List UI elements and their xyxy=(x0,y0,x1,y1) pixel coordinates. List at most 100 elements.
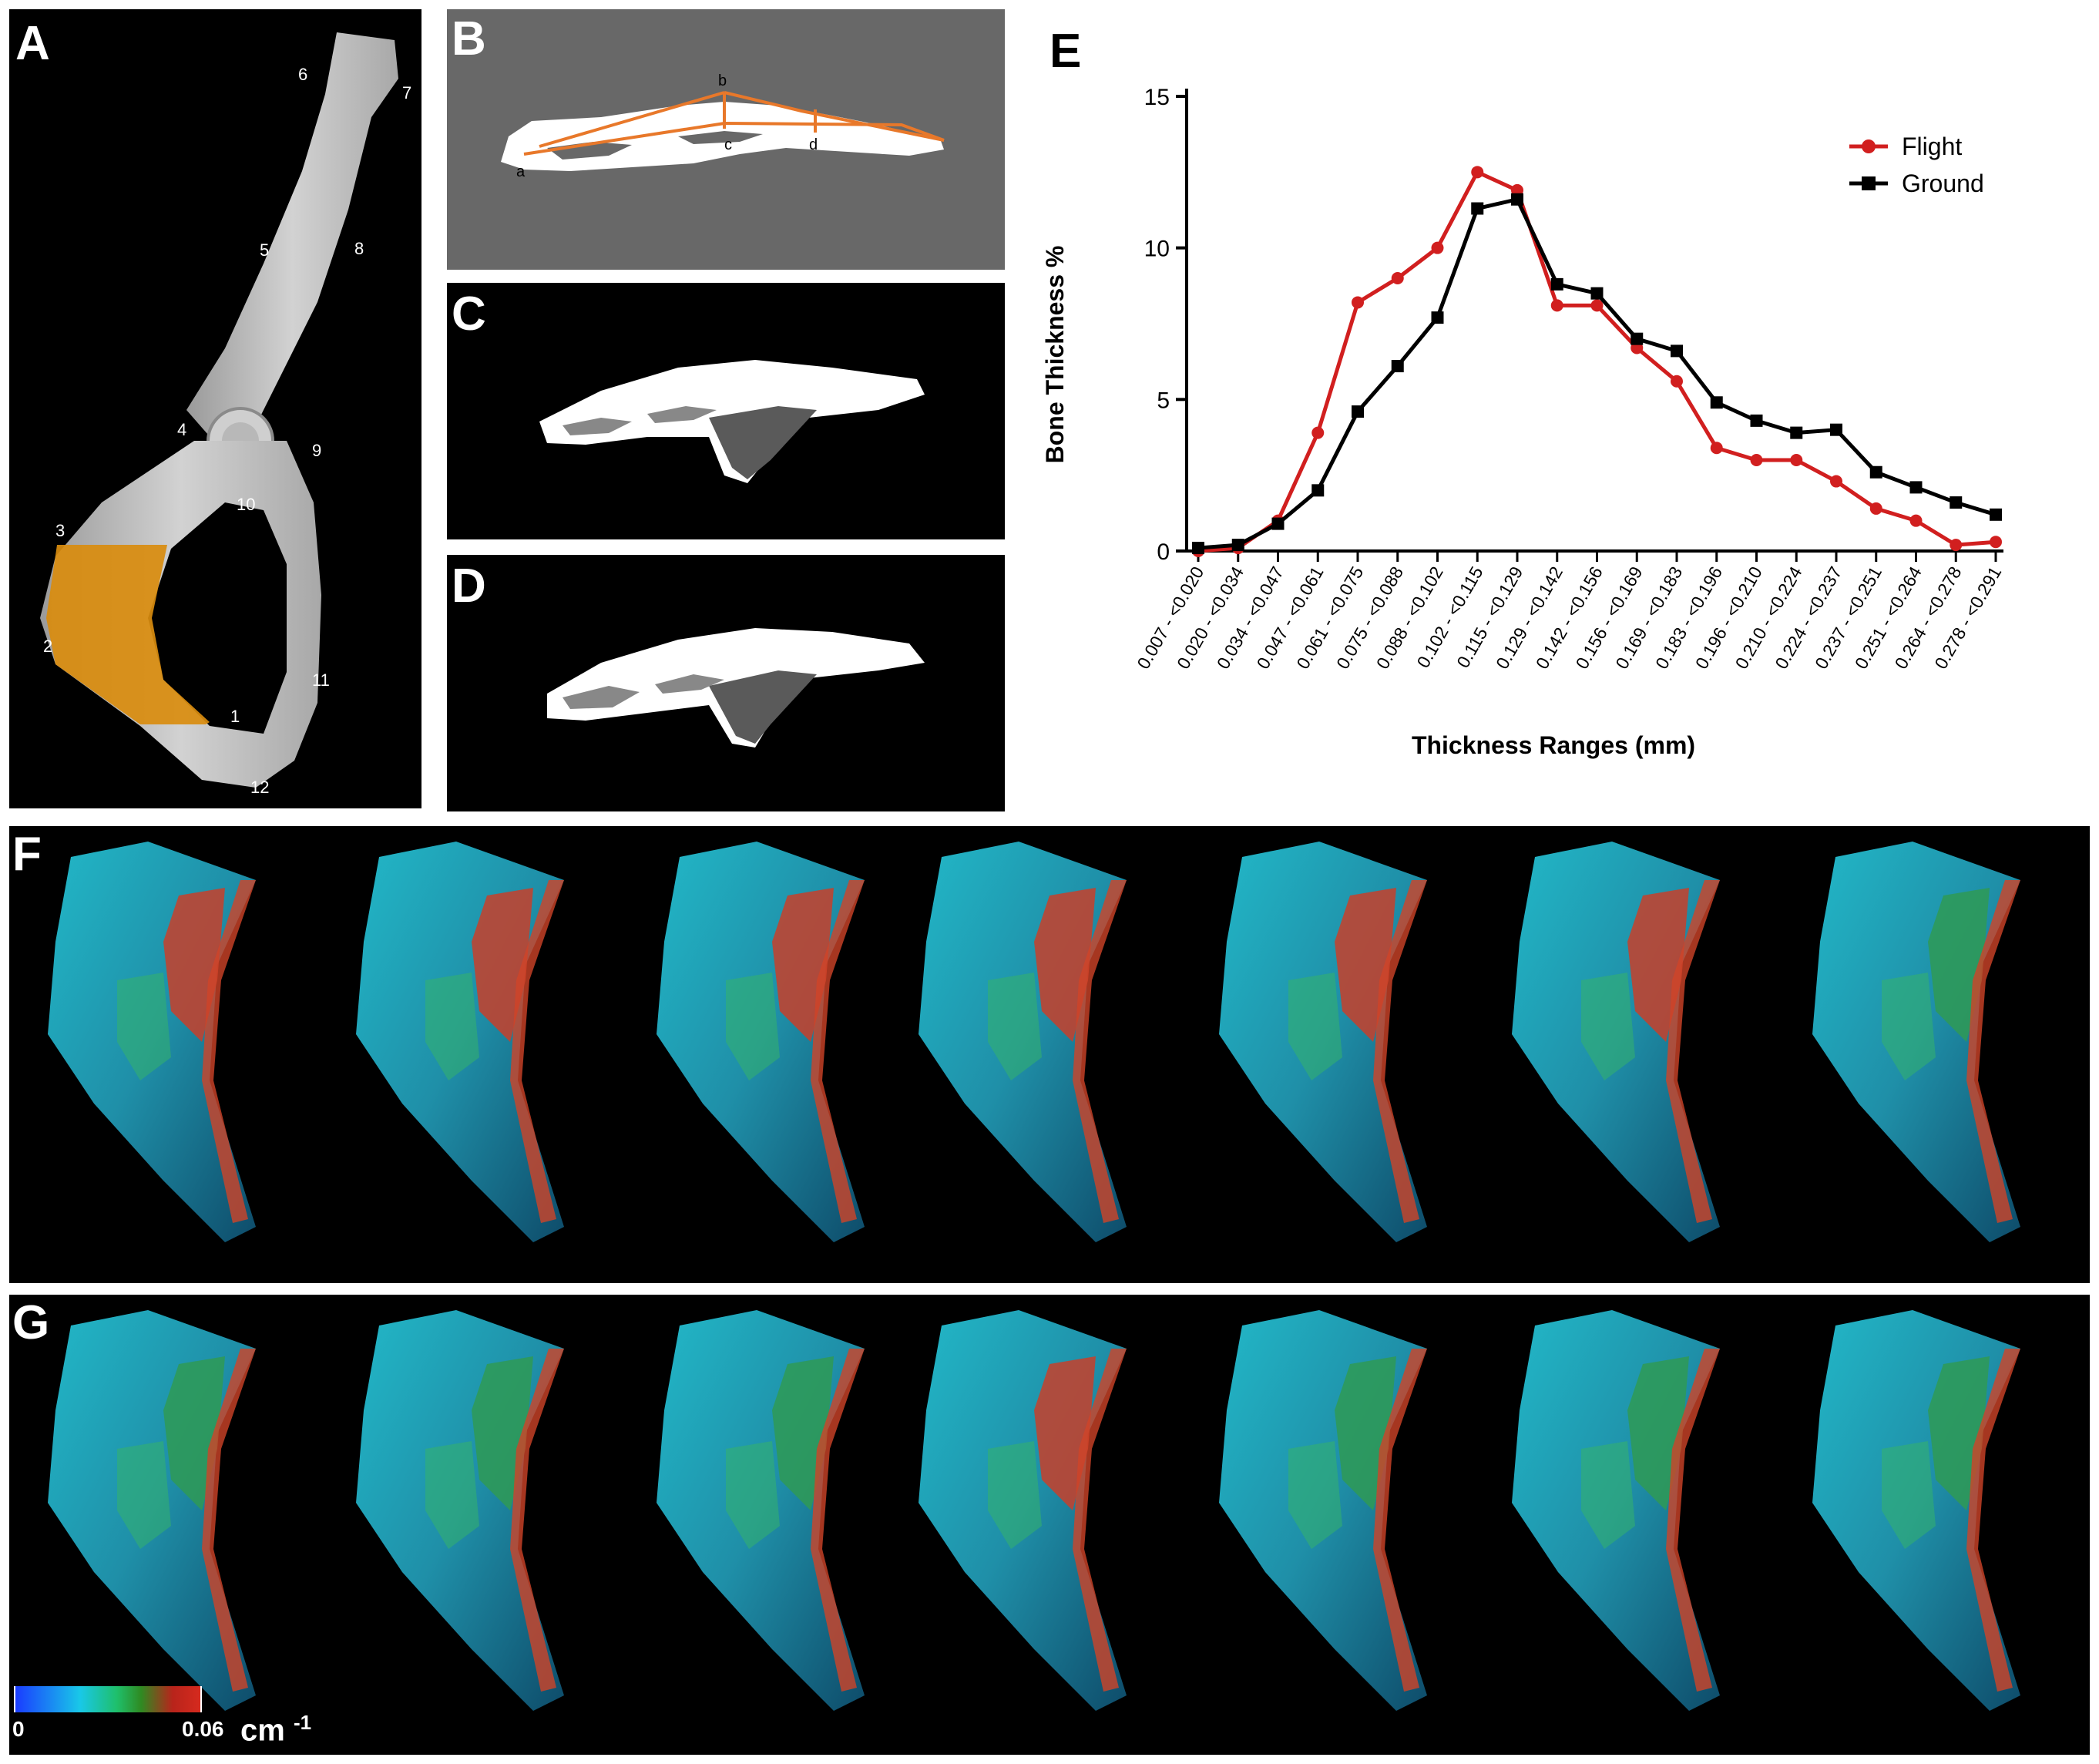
data-point-flight xyxy=(1830,475,1842,488)
data-point-flight xyxy=(1990,536,2002,549)
thickness-map-1 xyxy=(48,842,256,1242)
data-point-ground xyxy=(1631,332,1644,345)
data-point-ground xyxy=(1710,396,1723,409)
data-point-flight xyxy=(1750,454,1763,466)
y-tick-label: 0 xyxy=(1157,539,1170,565)
data-point-ground xyxy=(1830,423,1842,436)
data-point-ground xyxy=(1271,517,1285,530)
data-point-ground xyxy=(1471,202,1484,215)
panel-d: D xyxy=(447,555,1005,811)
data-point-ground xyxy=(1671,344,1683,358)
landmark-8: 8 xyxy=(354,239,364,258)
thickness-map-row-ground xyxy=(48,1310,2020,1711)
data-point-flight xyxy=(1352,296,1364,309)
data-point-flight xyxy=(1431,241,1444,254)
pelvis-render xyxy=(40,32,398,788)
landmark-7: 7 xyxy=(402,83,412,102)
data-point-ground xyxy=(1352,405,1364,418)
landmark-12: 12 xyxy=(250,778,270,797)
colorbar-unit-text: cm xyxy=(240,1713,285,1748)
section-render-c xyxy=(539,360,925,483)
y-tick-label: 5 xyxy=(1157,388,1170,413)
data-point-ground xyxy=(1750,414,1763,427)
data-point-ground xyxy=(1869,465,1882,479)
thickness-map-2 xyxy=(356,842,564,1242)
data-point-flight xyxy=(1790,454,1803,466)
point-d: d xyxy=(809,136,818,153)
legend-label-flight: Flight xyxy=(1902,133,1962,160)
data-point-flight xyxy=(1710,442,1723,455)
colorbar-max: 0.06 xyxy=(182,1717,224,1741)
data-point-ground xyxy=(1192,542,1204,555)
colorbar-min: 0 xyxy=(12,1717,25,1741)
legend-label-ground: Ground xyxy=(1902,170,1984,197)
thickness-map-7 xyxy=(1812,1310,2020,1711)
thickness-map-4 xyxy=(919,1310,1127,1711)
panel-c-label: C xyxy=(452,287,486,341)
y-tick-label: 10 xyxy=(1144,237,1170,262)
thickness-map-1 xyxy=(48,1310,256,1711)
section-render-d xyxy=(547,628,925,748)
thickness-map-5 xyxy=(1219,1310,1427,1711)
data-point-flight xyxy=(1391,272,1404,284)
data-point-ground xyxy=(1391,360,1404,373)
landmark-6: 6 xyxy=(298,65,308,84)
landmark-2: 2 xyxy=(43,637,53,656)
thickness-map-2 xyxy=(356,1310,564,1711)
thickness-map-4 xyxy=(919,842,1127,1242)
data-point-ground xyxy=(1990,508,2002,521)
cross-section-render xyxy=(501,91,945,171)
thickness-map-row-flight xyxy=(48,842,2020,1242)
data-point-flight xyxy=(1550,299,1563,312)
data-point-ground xyxy=(1790,426,1803,439)
landmark-11: 11 xyxy=(312,670,330,690)
panel-c: C xyxy=(447,283,1005,539)
thickness-map-5 xyxy=(1219,842,1427,1242)
data-point-ground xyxy=(1231,539,1244,552)
data-point-ground xyxy=(1950,496,1963,509)
legend-marker-flight xyxy=(1862,139,1876,153)
legend-marker-ground xyxy=(1862,176,1876,190)
panel-b: B a b c d xyxy=(447,9,1005,270)
thickness-map-3 xyxy=(657,842,865,1242)
thickness-map-6 xyxy=(1512,1310,1720,1711)
thickness-map-3 xyxy=(657,1310,865,1711)
data-point-flight xyxy=(1869,502,1882,515)
data-point-ground xyxy=(1550,277,1563,291)
data-point-flight xyxy=(1471,166,1484,179)
landmark-5: 5 xyxy=(260,240,270,260)
panel-f: F xyxy=(9,826,2090,1283)
point-c: c xyxy=(724,136,732,153)
panel-g-label: G xyxy=(12,1296,50,1349)
data-point-ground xyxy=(1590,287,1604,300)
thickness-map-6 xyxy=(1512,842,1720,1242)
panel-g: G 0 0.06 cm -1 xyxy=(9,1295,2090,1755)
data-point-ground xyxy=(1431,311,1444,324)
panel-a: A 1 2 3 4 5 6 7 8 9 10 11 12 xyxy=(9,9,421,808)
colorbar xyxy=(14,1686,202,1712)
y-axis-label: Bone Thickness % xyxy=(1041,246,1069,464)
data-point-flight xyxy=(1950,539,1963,552)
panel-d-label: D xyxy=(452,559,486,613)
colorbar-unit-exponent: -1 xyxy=(293,1711,312,1734)
point-a: a xyxy=(516,163,526,180)
landmark-1: 1 xyxy=(230,707,240,726)
panel-a-label: A xyxy=(15,17,50,70)
panel-f-label: F xyxy=(12,828,42,881)
point-b: b xyxy=(718,72,727,89)
x-axis-label: Thickness Ranges (mm) xyxy=(1412,731,1695,759)
panel-b-label: B xyxy=(452,12,486,66)
landmark-3: 3 xyxy=(55,521,65,540)
data-point-ground xyxy=(1311,484,1325,497)
panel-e-label: E xyxy=(1050,25,1082,78)
y-tick-label: 15 xyxy=(1144,85,1170,110)
thickness-map-7 xyxy=(1812,842,2020,1242)
landmark-9: 9 xyxy=(312,441,322,460)
data-point-flight xyxy=(1590,299,1604,312)
data-point-flight xyxy=(1909,514,1923,527)
data-point-flight xyxy=(1311,426,1325,439)
data-point-ground xyxy=(1909,481,1923,494)
colorbar-unit: cm -1 xyxy=(240,1711,311,1748)
data-point-flight xyxy=(1671,375,1683,388)
